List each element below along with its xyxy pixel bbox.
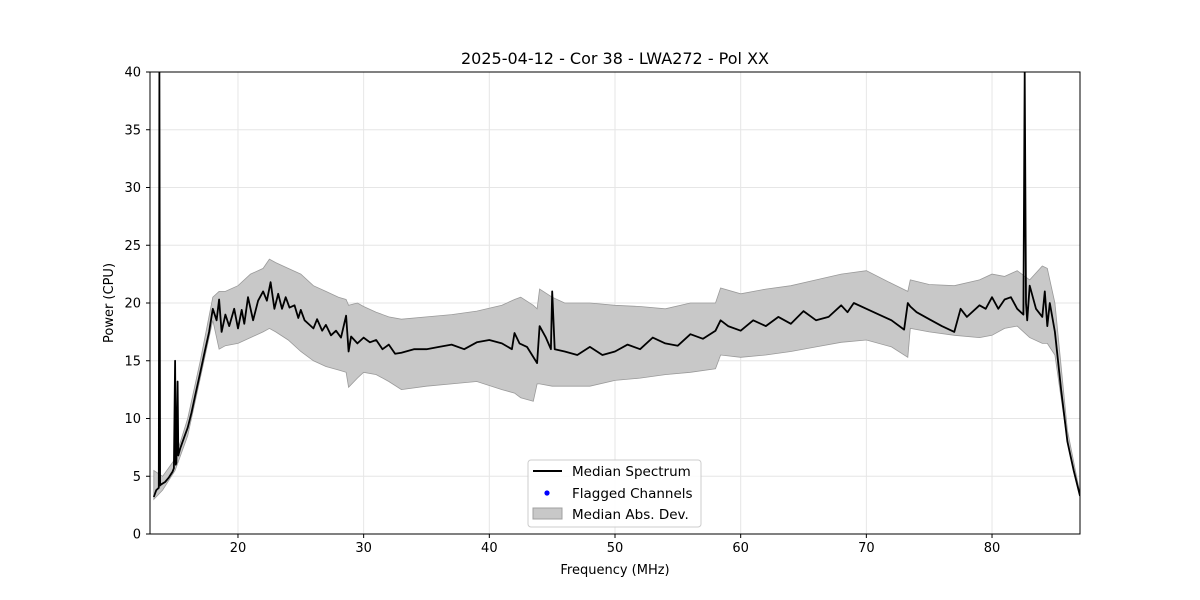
mad-band [153,258,1080,501]
x-tick-label-80: 80 [984,541,1001,556]
y-tick-label-40: 40 [124,66,141,81]
median-spectrum-line [152,72,1080,498]
legend-box [527,459,702,528]
legend-swatch-mad [532,507,563,520]
x-axis-ticks: 20 30 40 50 60 70 80 [230,534,1001,556]
y-axis-label: Power (CPU) [102,263,117,343]
y-tick-label-25: 25 [124,239,141,254]
x-tick-label-30: 30 [355,541,372,556]
legend-swatch-flagged-channels [544,490,550,496]
x-tick-label-40: 40 [481,541,498,556]
x-tick-label-50: 50 [607,541,624,556]
y-tick-label-0: 0 [133,528,141,543]
legend-label-flagged-channels: Flagged Channels [572,486,693,502]
legend: Median Spectrum Flagged Channels Median … [527,459,702,528]
chart-title: 2025-04-12 - Cor 38 - LWA272 - Pol XX [461,49,769,68]
median-spectrum-layer [152,72,1080,498]
y-tick-label-20: 20 [124,297,141,312]
y-tick-label-30: 30 [124,181,141,196]
y-tick-label-35: 35 [124,123,141,138]
legend-label-median-spectrum: Median Spectrum [572,464,691,480]
y-axis-ticks: 0 5 10 15 20 25 30 35 40 [124,66,150,543]
y-tick-label-10: 10 [124,412,141,427]
y-tick-label-5: 5 [133,470,141,485]
y-tick-label-15: 15 [124,354,141,369]
mad-band-layer [153,258,1080,501]
legend-label-mad: Median Abs. Dev. [572,507,689,523]
x-tick-label-20: 20 [230,541,247,556]
x-axis-label: Frequency (MHz) [560,563,669,578]
x-tick-label-60: 60 [732,541,749,556]
x-tick-label-70: 70 [858,541,875,556]
